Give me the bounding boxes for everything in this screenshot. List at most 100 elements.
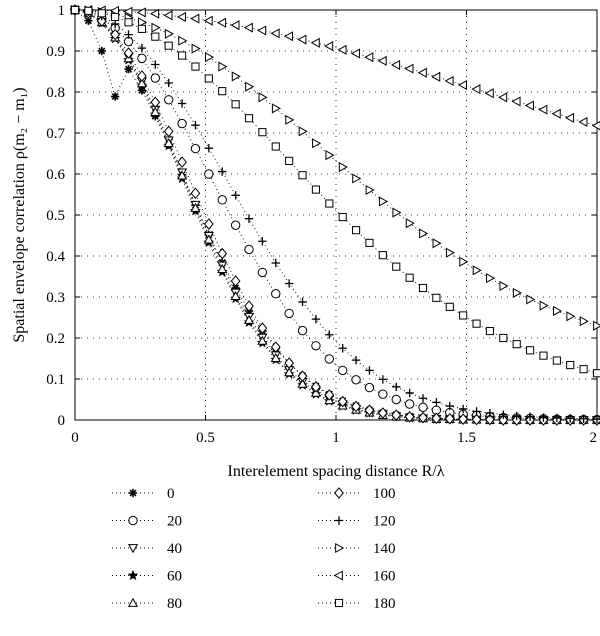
data-point: [217, 263, 228, 273]
data-point: [418, 394, 428, 403]
data-point: [391, 409, 402, 421]
data-point: [324, 389, 335, 401]
legend-item: 80: [112, 596, 182, 612]
data-point: [405, 388, 414, 398]
data-point: [178, 51, 187, 60]
data-point: [459, 256, 469, 267]
legend-marker: [335, 542, 345, 554]
data-point: [325, 330, 334, 339]
data-point: [578, 116, 588, 127]
data-point: [311, 314, 321, 324]
data-point: [579, 316, 589, 327]
data-point: [111, 12, 120, 22]
data-point: [405, 273, 414, 282]
data-point: [392, 382, 401, 391]
data-point: [163, 138, 174, 148]
legend-item: 180: [318, 596, 396, 612]
data-point: [512, 287, 522, 298]
data-point: [258, 92, 268, 103]
legend-marker: [334, 598, 344, 608]
data-point: [176, 11, 186, 23]
data-point: [593, 320, 600, 331]
data-point: [418, 402, 428, 412]
data-point: [297, 325, 308, 336]
data-point: [526, 346, 535, 355]
data-point: [163, 125, 174, 138]
data-point: [231, 100, 240, 109]
data-point: [499, 410, 508, 419]
legend-item: 20: [112, 514, 182, 530]
data-point: [310, 37, 320, 48]
data-point: [271, 103, 281, 114]
data-point: [137, 70, 147, 82]
data-point: [177, 170, 188, 180]
y-tick-label: 0.6: [46, 167, 65, 183]
data-point: [204, 169, 214, 179]
data-point: [378, 251, 387, 260]
data-point: [244, 214, 254, 223]
legend-item: 120: [318, 514, 396, 530]
data-point: [138, 17, 148, 28]
data-point: [110, 19, 120, 29]
data-point: [190, 202, 201, 212]
x-tick-label: 1.5: [457, 430, 476, 446]
data-point: [70, 5, 80, 15]
series-140: [71, 4, 600, 331]
data-point: [377, 55, 387, 66]
data-point: [257, 322, 268, 334]
data-point: [458, 404, 468, 414]
data-point: [97, 46, 106, 56]
data-point: [378, 196, 389, 207]
data-point: [338, 212, 347, 222]
data-point: [445, 247, 455, 258]
data-point: [190, 13, 200, 24]
data-point: [591, 121, 600, 131]
data-point: [151, 60, 160, 69]
legend-label: 40: [167, 541, 182, 557]
data-point: [204, 74, 213, 83]
x-tick-label: 1: [332, 430, 340, 446]
data-point: [352, 226, 361, 235]
data-point: [418, 411, 428, 424]
data-point: [457, 79, 468, 91]
data-point: [351, 400, 361, 413]
legend-label: 0: [167, 486, 175, 502]
data-point: [124, 30, 133, 39]
data-point: [258, 128, 267, 137]
data-point: [218, 61, 228, 72]
data-point: [472, 319, 481, 328]
data-point: [231, 71, 241, 82]
data-point: [378, 389, 388, 399]
data-point: [97, 9, 106, 18]
data-point: [136, 78, 147, 88]
data-point: [231, 191, 240, 200]
data-point: [284, 279, 294, 288]
data-point: [486, 273, 496, 284]
data-point: [150, 73, 161, 83]
legend-item: 160: [318, 569, 396, 585]
data-point: [190, 187, 201, 200]
series-line: [74, 9, 597, 421]
data-point: [203, 234, 214, 244]
data-point: [270, 341, 281, 353]
legend-label: 180: [373, 596, 396, 612]
y-axis-title: Spatial envelope correlation ρ(m₂ − m₁): [11, 87, 28, 342]
data-point: [203, 15, 213, 26]
data-point: [164, 28, 174, 39]
data-point: [311, 380, 321, 393]
legend-marker: [333, 570, 343, 581]
data-point: [579, 414, 588, 423]
data-point: [364, 382, 375, 393]
x-tick-label: 0: [71, 430, 79, 446]
y-tick-label: 0.9: [46, 44, 65, 60]
data-point: [391, 59, 401, 70]
data-point: [84, 6, 93, 15]
legend-marker: [127, 569, 139, 581]
data-point: [338, 161, 348, 173]
data-point: [284, 357, 295, 369]
data-point: [285, 156, 294, 165]
data-point: [378, 375, 388, 384]
data-point: [444, 75, 454, 86]
data-point: [499, 280, 509, 291]
data-series: [69, 4, 600, 426]
